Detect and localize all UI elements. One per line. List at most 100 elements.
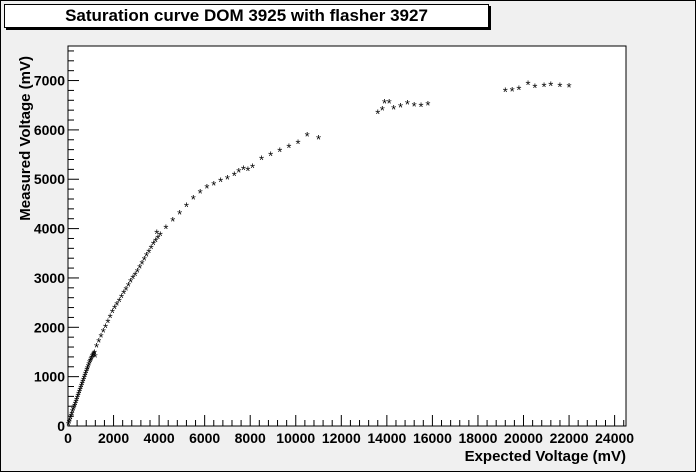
data-point: * (236, 165, 241, 180)
data-point: * (541, 79, 546, 94)
data-point: * (380, 103, 385, 118)
data-point: * (114, 298, 119, 313)
data-point: * (78, 383, 83, 398)
data-point: * (241, 162, 246, 177)
data-point: * (177, 207, 182, 222)
data-point: * (81, 374, 86, 389)
data-points: ****************************************… (66, 77, 572, 433)
data-point: * (548, 78, 553, 93)
data-point: * (85, 362, 90, 377)
data-point: * (163, 222, 168, 237)
x-axis: 0 2000 4000 6000 8000 10000 12000 14000 16000 180… (64, 415, 634, 446)
x-tick-label: 18000 (458, 430, 497, 446)
data-point: * (67, 414, 72, 429)
data-point: * (259, 153, 264, 168)
data-point: * (119, 291, 124, 306)
data-point: * (86, 358, 91, 373)
y-tick-label: 1000 (34, 369, 65, 385)
y-tick-label: 2000 (34, 319, 65, 335)
data-point: * (158, 229, 163, 244)
data-point: * (286, 141, 291, 156)
x-axis-title: Expected Voltage (mV) (465, 448, 626, 465)
data-point: * (91, 349, 96, 364)
data-point: * (126, 279, 131, 294)
data-point: * (418, 100, 423, 115)
data-point: * (83, 368, 88, 383)
data-point: * (88, 353, 93, 368)
data-point: * (80, 378, 85, 393)
data-point: * (146, 245, 151, 260)
data-point: * (84, 364, 89, 379)
data-point: * (567, 80, 572, 95)
data-point: * (503, 84, 508, 99)
y-tick-label: 4000 (34, 221, 65, 237)
data-point: * (139, 257, 144, 272)
data-point: * (305, 129, 310, 144)
data-point: * (526, 77, 531, 92)
data-point: * (74, 393, 79, 408)
y-tick-label: 3000 (34, 270, 65, 286)
data-point: * (93, 350, 98, 365)
data-point: * (69, 408, 74, 423)
data-point: * (135, 265, 140, 280)
data-point: * (516, 82, 521, 97)
data-point: * (112, 302, 117, 317)
x-tick-label: 12000 (322, 430, 361, 446)
data-point: * (108, 310, 113, 325)
data-point: * (412, 99, 417, 114)
data-point: * (70, 405, 75, 420)
data-point: * (86, 360, 91, 375)
data-point: * (72, 399, 77, 414)
y-tick-label: 7000 (34, 73, 65, 89)
x-tick-label: 6000 (189, 430, 220, 446)
data-point: * (105, 315, 110, 330)
data-point: * (218, 175, 223, 190)
data-point: * (82, 372, 87, 387)
y-axis-title: Measured Voltage (mV) (17, 56, 34, 221)
x-tick-label: 8000 (235, 430, 266, 446)
x-tick-label: 4000 (144, 430, 175, 446)
data-point: * (130, 271, 135, 286)
data-point: * (154, 227, 159, 242)
data-point: * (69, 410, 74, 425)
x-tick-label: 0 (64, 430, 72, 446)
data-point: * (144, 249, 149, 264)
data-point: * (155, 231, 160, 246)
plot-area (67, 45, 627, 427)
data-point: * (133, 268, 138, 283)
data-point: * (73, 397, 78, 412)
data-point: * (510, 84, 515, 99)
data-point: * (71, 403, 76, 418)
data-point: * (94, 340, 99, 355)
data-point: * (78, 381, 83, 396)
data-point: * (391, 102, 396, 117)
data-point: * (67, 416, 72, 431)
x-tick-label: 20000 (504, 430, 543, 446)
data-point: * (96, 335, 101, 350)
data-point: * (87, 356, 92, 371)
data-point: * (250, 160, 255, 175)
data-point: * (92, 346, 97, 361)
data-point: * (151, 237, 156, 252)
data-point: * (89, 351, 94, 366)
data-point: * (77, 385, 82, 400)
data-point: * (225, 172, 230, 187)
data-point: * (184, 199, 189, 214)
data-point: * (268, 149, 273, 164)
data-point: * (405, 97, 410, 112)
data-point: * (142, 253, 147, 268)
data-point: * (191, 192, 196, 207)
data-point: * (73, 395, 78, 410)
x-tick-label: 24000 (595, 430, 634, 446)
data-point: * (425, 98, 430, 113)
data-point: * (382, 96, 387, 111)
data-point: * (532, 80, 537, 95)
data-point: * (82, 370, 87, 385)
data-point: * (88, 354, 93, 369)
y-tick-label: 5000 (34, 171, 65, 187)
data-point: * (71, 401, 76, 416)
data-point: * (121, 287, 126, 302)
data-point: * (149, 241, 154, 256)
x-tick-label: 22000 (550, 430, 589, 446)
